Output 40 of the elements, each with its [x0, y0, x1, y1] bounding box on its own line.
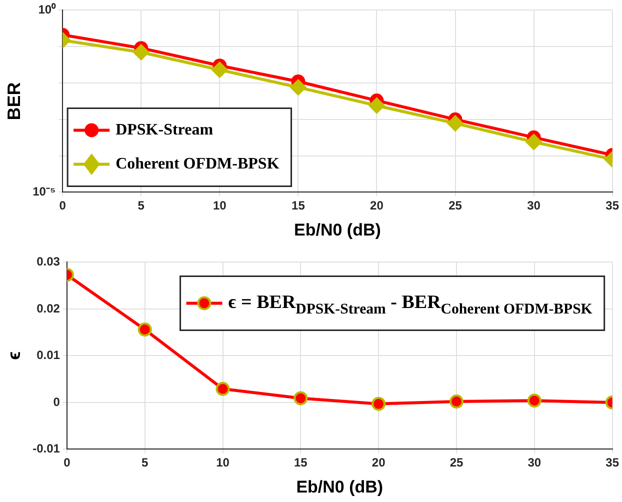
point — [527, 394, 542, 408]
point — [290, 79, 306, 96]
x-tick-label: 20 — [370, 198, 384, 213]
x-tick-label: 5 — [138, 198, 145, 213]
x-tick-label: 0 — [64, 456, 71, 470]
y-tick-label: 0.03 — [36, 254, 60, 269]
point — [368, 98, 385, 114]
point — [447, 115, 464, 132]
x-tick-label: 25 — [450, 456, 464, 470]
x-tick-label: 30 — [528, 456, 542, 470]
x-tick-label: 15 — [292, 198, 306, 213]
x-tick-label: 5 — [142, 456, 149, 470]
x-tick-label: 35 — [606, 198, 620, 213]
x-tick-label: 25 — [448, 198, 462, 213]
y-tick-label: 10⁻⁵ — [32, 184, 56, 199]
point — [526, 134, 542, 150]
point — [450, 394, 464, 409]
point — [372, 396, 386, 411]
x-axis-title: Eb/N0 (dB) — [294, 220, 381, 240]
x-tick-label: 35 — [606, 456, 620, 470]
x-tick-label: 10 — [216, 456, 230, 470]
point — [216, 382, 230, 396]
y-axis-title: BER — [4, 82, 24, 120]
y-axis-title: ϵ — [4, 351, 24, 360]
x-tick-label: 10 — [212, 198, 227, 213]
y-tick-label: 10⁰ — [38, 2, 57, 17]
x-tick-label: 30 — [527, 198, 541, 213]
point — [133, 44, 150, 60]
point — [138, 322, 152, 337]
x-tick-label: 15 — [294, 456, 308, 470]
legend-label: DPSK-Stream — [116, 121, 214, 138]
point — [212, 62, 228, 78]
y-tick-label: -0.01 — [32, 442, 60, 456]
y-tick-label: 0 — [53, 394, 60, 409]
y-tick-label: 0.02 — [36, 301, 60, 316]
point — [294, 391, 308, 406]
x-axis-title: Eb/N0 (dB) — [296, 477, 384, 496]
legend-label: Coherent OFDM-BPSK — [116, 155, 280, 172]
x-tick-label: 20 — [372, 456, 386, 470]
y-tick-label: 0.01 — [36, 348, 60, 362]
